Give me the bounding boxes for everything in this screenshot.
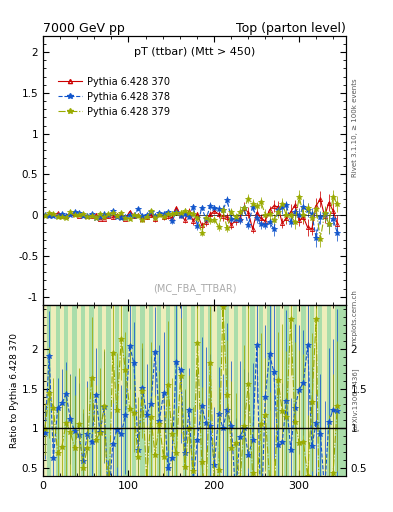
- Bar: [77, 305, 81, 476]
- Text: Rivet 3.1.10, ≥ 100k events: Rivet 3.1.10, ≥ 100k events: [352, 79, 358, 177]
- Bar: [314, 305, 318, 476]
- Bar: [238, 305, 242, 476]
- Bar: [212, 305, 217, 476]
- Bar: [204, 305, 208, 476]
- Text: mcplots.cern.ch: mcplots.cern.ch: [352, 289, 358, 346]
- Bar: [229, 305, 233, 476]
- Bar: [110, 305, 115, 476]
- Bar: [60, 305, 64, 476]
- Bar: [246, 305, 250, 476]
- Text: pT (ttbar) (Mtt > 450): pT (ttbar) (Mtt > 450): [134, 47, 255, 57]
- Legend: Pythia 6.428 370, Pythia 6.428 378, Pythia 6.428 379: Pythia 6.428 370, Pythia 6.428 378, Pyth…: [54, 73, 174, 120]
- Bar: [187, 305, 191, 476]
- Bar: [145, 305, 149, 476]
- Bar: [102, 305, 107, 476]
- Bar: [128, 305, 132, 476]
- Bar: [94, 305, 98, 476]
- Bar: [43, 305, 47, 476]
- Bar: [136, 305, 140, 476]
- Text: (MC_FBA_TTBAR): (MC_FBA_TTBAR): [153, 283, 236, 294]
- Bar: [162, 305, 166, 476]
- Bar: [272, 305, 276, 476]
- Bar: [85, 305, 90, 476]
- Bar: [195, 305, 200, 476]
- Bar: [305, 305, 310, 476]
- Bar: [263, 305, 267, 476]
- Text: 7000 GeV pp: 7000 GeV pp: [43, 22, 125, 35]
- Bar: [68, 305, 72, 476]
- Y-axis label: Ratio to Pythia 6.428 370: Ratio to Pythia 6.428 370: [10, 333, 19, 448]
- Bar: [51, 305, 55, 476]
- Bar: [288, 305, 293, 476]
- Text: Top (parton level): Top (parton level): [236, 22, 346, 35]
- Bar: [255, 305, 259, 476]
- Bar: [297, 305, 301, 476]
- Text: [arXiv:1306.3436]: [arXiv:1306.3436]: [352, 368, 358, 431]
- Bar: [153, 305, 157, 476]
- Bar: [221, 305, 225, 476]
- Bar: [331, 305, 335, 476]
- Bar: [178, 305, 183, 476]
- Bar: [170, 305, 174, 476]
- Bar: [280, 305, 285, 476]
- Bar: [119, 305, 123, 476]
- Bar: [323, 305, 327, 476]
